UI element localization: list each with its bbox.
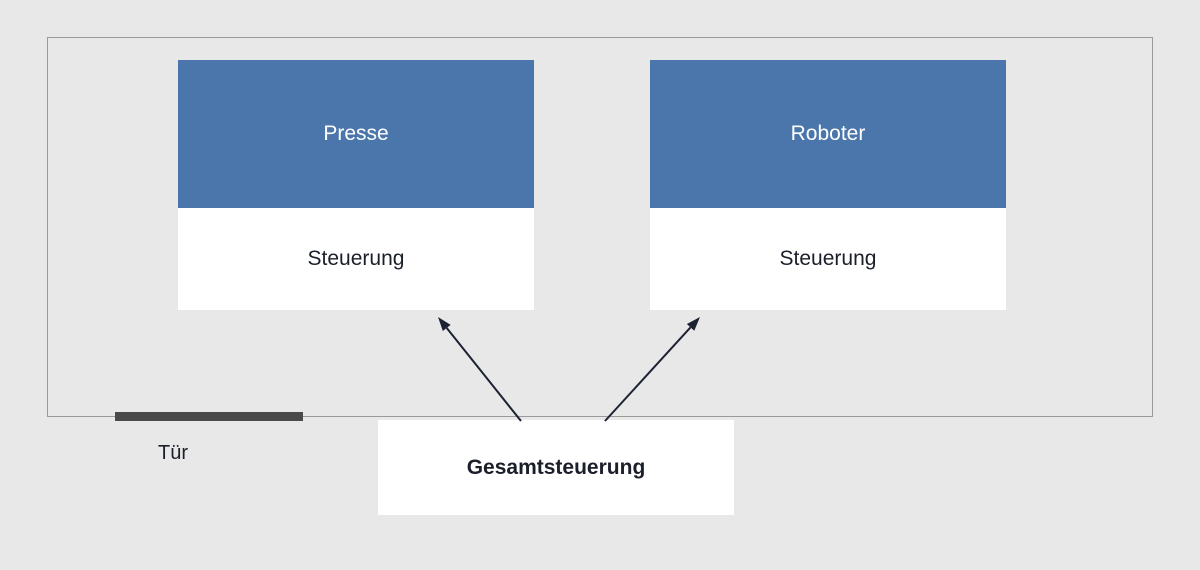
module-presse-body-label: Steuerung [308,247,405,271]
diagram-canvas: Presse Steuerung Roboter Steuerung Tür Gesamt… [0,0,1200,570]
module-presse-header: Presse [178,60,534,208]
master-control-label: Gesamtsteuerung [467,456,646,480]
door-label: Tür [158,442,188,465]
module-roboter-header-label: Roboter [791,122,866,146]
module-roboter-header: Roboter [650,60,1006,208]
module-presse: Presse Steuerung [178,60,534,310]
master-control-box: Gesamtsteuerung [378,420,734,515]
module-roboter: Roboter Steuerung [650,60,1006,310]
module-presse-header-label: Presse [323,122,388,146]
module-roboter-body-label: Steuerung [780,247,877,271]
module-roboter-body: Steuerung [650,208,1006,310]
module-presse-body: Steuerung [178,208,534,310]
door-bar [115,412,303,421]
